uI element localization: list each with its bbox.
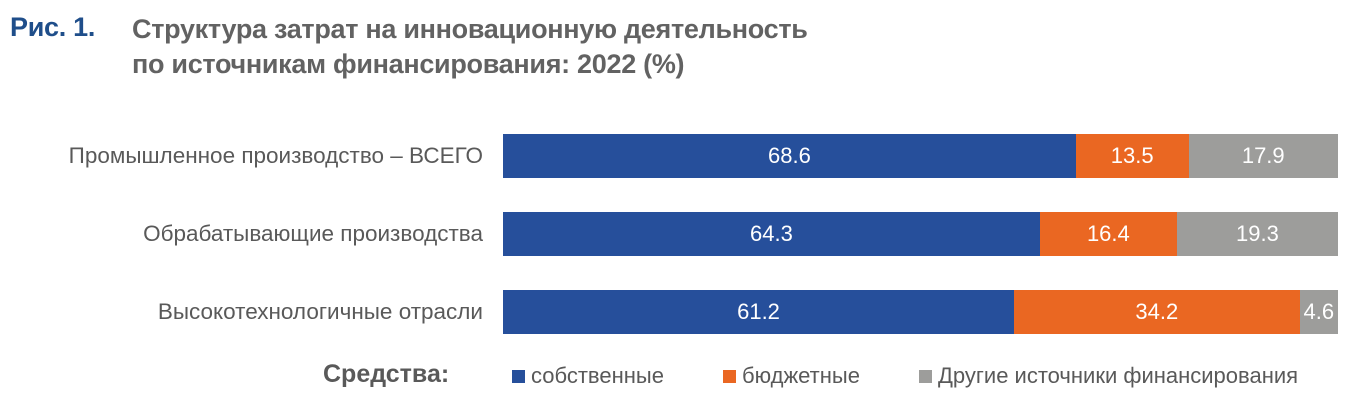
bar-segment-other: 19.3	[1176, 212, 1338, 256]
chart-title-line1: Структура затрат на инновационную деятел…	[132, 14, 808, 44]
legend-item-own: собственные	[512, 356, 664, 396]
legend-item-other: Другие источники финансирования	[919, 356, 1298, 396]
legend-title: Средства:	[323, 360, 450, 388]
data-label: 4.6	[1303, 299, 1335, 324]
chart-title-line2: по источникам финансирования: 2022 (%)	[132, 49, 685, 79]
bar-segment-other: 17.9	[1188, 134, 1338, 178]
legend-label: Другие источники финансирования	[938, 363, 1299, 388]
data-label: 13.5	[1110, 143, 1154, 168]
data-label: 16.4	[1086, 221, 1130, 246]
legend-swatch-icon	[919, 369, 932, 383]
bar-segment-own: 68.6	[503, 134, 1076, 178]
bar-segment-budget: 34.2	[1014, 290, 1300, 334]
legend-label: бюджетные	[742, 363, 860, 388]
bar-segment-budget: 13.5	[1075, 134, 1189, 178]
data-label: 34.2	[1135, 299, 1179, 324]
data-label: 64.3	[750, 221, 793, 246]
bar-segment-budget: 16.4	[1039, 212, 1177, 256]
legend-label: собственные	[531, 363, 664, 388]
category-label: Высокотехнологичные отрасли	[157, 299, 483, 324]
stacked-bar: 61.2 34.2 4.6	[503, 290, 1338, 334]
data-label: 19.3	[1235, 221, 1279, 246]
legend-item-budget: бюджетные	[723, 356, 860, 396]
chart-title: Структура затрат на инновационную деятел…	[132, 12, 808, 82]
legend-swatch-icon	[723, 369, 736, 383]
figure-number: Рис. 1.	[10, 12, 96, 42]
data-label: 68.6	[767, 143, 811, 168]
category-label: Промышленное производство – ВСЕГО	[68, 143, 483, 168]
legend-swatch-icon	[512, 369, 525, 383]
bar-segment-own: 64.3	[503, 212, 1040, 256]
stacked-bar: 64.3 16.4 19.3	[503, 212, 1338, 256]
bar-segment-own: 61.2	[503, 290, 1015, 334]
category-label: Обрабатывающие производства	[143, 221, 483, 246]
stacked-bar: 68.6 13.5 17.9	[503, 134, 1338, 178]
bar-segment-other: 4.6	[1299, 290, 1338, 334]
data-label: 61.2	[737, 299, 780, 324]
data-label: 17.9	[1241, 143, 1285, 168]
legend: Средства: собственные бюджетные Другие и…	[0, 356, 1351, 392]
